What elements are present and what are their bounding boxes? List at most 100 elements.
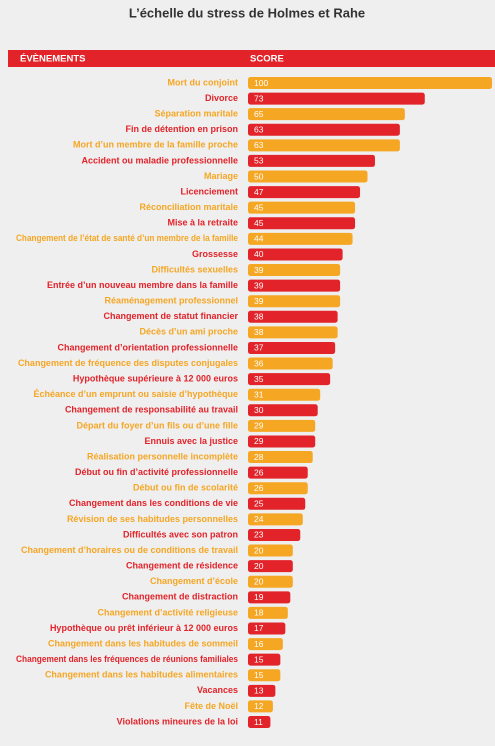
bar xyxy=(248,684,276,697)
category-label: Échéance d’un emprunt ou saisie d’hypoth… xyxy=(33,389,238,399)
value-label: 18 xyxy=(254,608,264,618)
category-label: Changement dans les conditions de vie xyxy=(69,498,238,508)
value-label: 29 xyxy=(254,436,264,446)
value-label: 26 xyxy=(254,483,264,493)
category-label: Difficultés sexuelles xyxy=(151,264,238,274)
value-label: 63 xyxy=(254,125,264,135)
chart-title: L’échelle du stress de Holmes et Rahe xyxy=(129,5,365,20)
value-label: 38 xyxy=(254,327,264,337)
value-label: 73 xyxy=(254,93,264,103)
bar xyxy=(248,451,313,464)
bar xyxy=(248,404,318,417)
category-label: Changement de résidence xyxy=(126,561,238,571)
value-label: 63 xyxy=(254,140,264,150)
category-label: Début ou fin de scolarité xyxy=(133,483,238,493)
category-label: Mort du conjoint xyxy=(168,77,238,87)
bar xyxy=(248,669,281,682)
category-label: Réaménagement professionnel xyxy=(104,296,238,306)
bar xyxy=(248,279,341,292)
category-label: Décès d’un ami proche xyxy=(139,327,238,337)
category-label: Changement d’orientation professionnelle xyxy=(57,342,238,352)
value-label: 31 xyxy=(254,389,264,399)
category-label: Mort d’un membre de la famille proche xyxy=(73,140,238,150)
header-bar xyxy=(8,50,495,67)
category-label: Entrée d’un nouveau membre dans la famil… xyxy=(47,280,238,290)
category-label: Violations mineures de la loi xyxy=(117,716,238,726)
value-label: 20 xyxy=(254,561,264,571)
category-label: Séparation maritale xyxy=(154,109,238,119)
category-label: Hypothèque supérieure à 12 000 euros xyxy=(73,373,238,383)
bar xyxy=(248,700,273,713)
category-label: Changement dans les habitudes de sommeil xyxy=(48,638,238,648)
bar xyxy=(248,435,316,448)
value-label: 23 xyxy=(254,530,264,540)
bar xyxy=(248,482,308,495)
category-label: Changement d’activité religieuse xyxy=(97,607,238,617)
bar xyxy=(248,716,271,728)
bar xyxy=(248,248,343,261)
value-label: 36 xyxy=(254,358,264,368)
category-label: Changement de distraction xyxy=(122,592,238,602)
category-label: Accident ou maladie professionnelle xyxy=(81,155,238,165)
bar xyxy=(248,653,281,666)
value-label: 44 xyxy=(254,234,264,244)
category-label: Grossesse xyxy=(192,249,238,259)
bar xyxy=(248,513,303,526)
category-label: Changement de responsabilité au travail xyxy=(65,405,238,415)
value-label: 24 xyxy=(254,514,264,524)
bar xyxy=(248,560,293,573)
value-label: 25 xyxy=(254,499,264,509)
value-label: 65 xyxy=(254,109,264,119)
bar xyxy=(248,388,321,401)
bar xyxy=(248,606,288,619)
category-label: Réalisation personnelle incomplète xyxy=(87,451,238,461)
value-label: 53 xyxy=(254,156,264,166)
bar xyxy=(248,170,368,183)
value-label: 11 xyxy=(254,717,263,727)
bar xyxy=(248,123,400,136)
bar xyxy=(248,341,336,354)
bar xyxy=(248,295,341,308)
value-label: 39 xyxy=(254,265,264,275)
category-label: Divorce xyxy=(205,93,238,103)
bar xyxy=(248,217,356,230)
category-header: ÉVÈNEMENTS xyxy=(20,54,85,65)
category-label: Fête de Noël xyxy=(184,701,238,711)
category-label: Difficultés avec son patron xyxy=(123,529,238,539)
value-label: 20 xyxy=(254,545,264,555)
category-label: Hypothèque ou prêt inférieur à 12 000 eu… xyxy=(50,623,238,633)
category-label: Début ou fin d’activité professionnelle xyxy=(75,467,238,477)
bar xyxy=(248,544,293,557)
bar xyxy=(248,528,301,541)
value-label: 13 xyxy=(254,686,264,696)
value-label: 16 xyxy=(254,639,264,649)
category-label: Licenciement xyxy=(180,186,238,196)
value-label: 37 xyxy=(254,343,264,353)
value-header: SCORE xyxy=(250,54,284,65)
value-label: 45 xyxy=(254,218,264,228)
value-label: 40 xyxy=(254,249,264,259)
value-label: 26 xyxy=(254,467,264,477)
category-label: Réconciliation maritale xyxy=(139,202,238,212)
value-label: 29 xyxy=(254,421,264,431)
value-label: 15 xyxy=(254,654,264,664)
value-label: 50 xyxy=(254,171,264,181)
value-label: 19 xyxy=(254,592,264,602)
value-label: 38 xyxy=(254,312,264,322)
value-label: 12 xyxy=(254,701,264,711)
value-label: 17 xyxy=(254,623,264,633)
bar xyxy=(248,232,353,245)
bar xyxy=(248,466,308,479)
bar xyxy=(248,310,338,323)
bar xyxy=(248,326,338,339)
bar xyxy=(248,77,492,89)
category-label: Départ du foyer d’un fils ou d’une fille xyxy=(76,420,238,430)
bar xyxy=(248,419,316,432)
category-label: Changement dans les habitudes alimentair… xyxy=(45,670,238,680)
bar xyxy=(248,139,400,152)
value-label: 45 xyxy=(254,202,264,212)
bar xyxy=(248,186,361,199)
bar xyxy=(248,591,291,604)
bar xyxy=(248,357,333,370)
